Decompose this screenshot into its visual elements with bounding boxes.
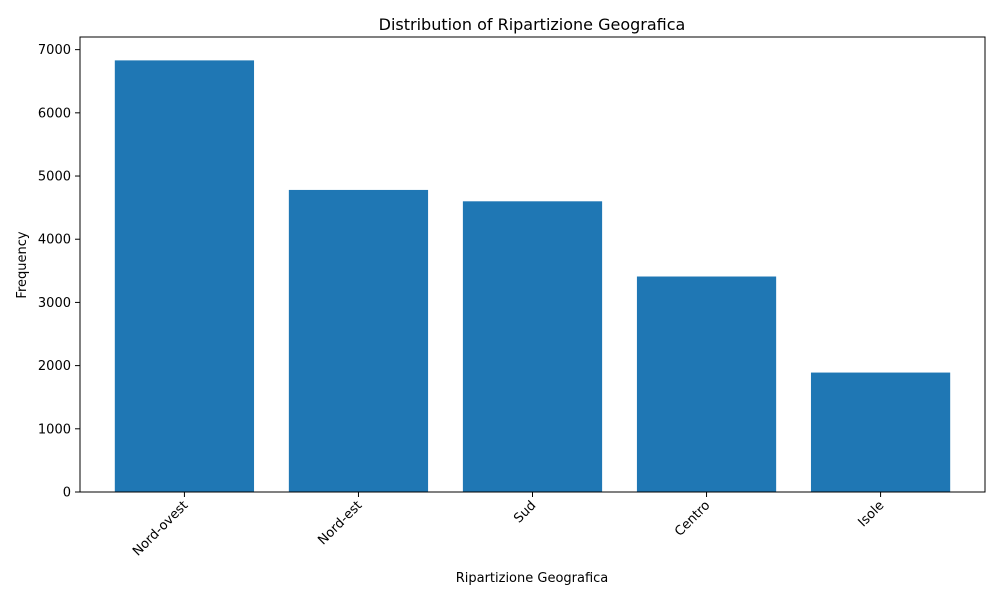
x-tick-label: Nord-ovest [130, 498, 191, 559]
y-tick-label: 5000 [38, 170, 71, 185]
y-tick-label: 2000 [38, 359, 71, 374]
x-tick-label: Centro [672, 498, 713, 539]
x-tick-label: Sud [511, 498, 539, 526]
x-tick-label: Nord-est [315, 498, 365, 548]
y-tick-label: 0 [63, 486, 71, 501]
bar-isole [810, 372, 951, 492]
x-tick-label: Isole [855, 498, 887, 530]
y-tick-label: 4000 [38, 233, 71, 248]
bar-nord-est [288, 189, 429, 493]
bar-sud [462, 201, 603, 493]
x-axis-label: Ripartizione Geografica [456, 571, 609, 586]
plot-frame [79, 36, 986, 493]
bar-centro [636, 276, 777, 492]
y-axis: 0 1000 2000 3000 4000 5000 6000 7000 [38, 43, 80, 501]
x-axis: Nord-ovest Nord-est Sud Centro Isole [130, 492, 887, 559]
y-tick-label: 6000 [38, 106, 71, 121]
bar-nord-ovest [114, 60, 255, 492]
y-tick-label: 3000 [38, 296, 71, 311]
y-axis-label: Frequency [15, 231, 30, 298]
chart-title: Distribution of Ripartizione Geografica [379, 15, 686, 34]
y-tick-label: 7000 [38, 43, 71, 58]
bars-group [114, 60, 951, 493]
y-tick-label: 1000 [38, 422, 71, 437]
